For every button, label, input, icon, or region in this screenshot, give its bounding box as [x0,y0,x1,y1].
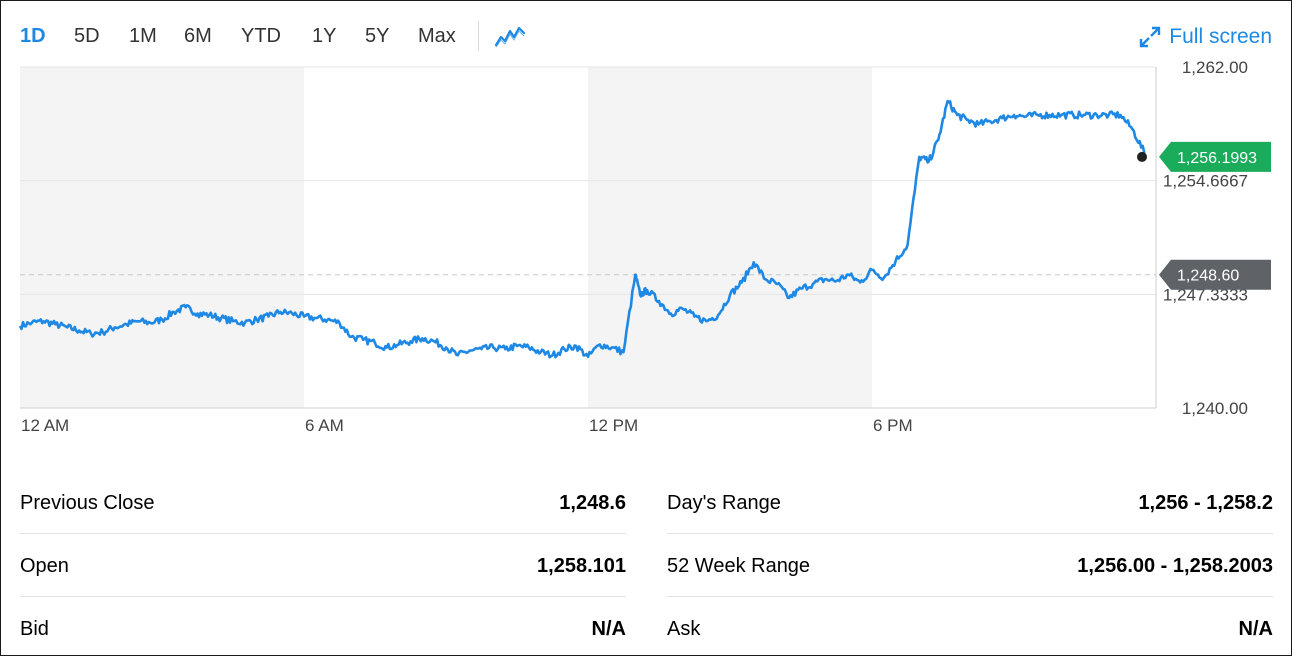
tab-divider [478,21,479,51]
range-tab-ytd[interactable]: YTD [241,25,281,47]
price-chart[interactable]: 1,262.00 1,254.6667 1,247.3333 1,240.00 12 … [1,1,1291,451]
shaded-band [20,67,304,408]
line-chart-icon [494,26,526,48]
stat-row-open: Open 1,258.101 [20,534,626,597]
range-tab-1d[interactable]: 1D [20,25,46,47]
stat-label: Previous Close [20,492,155,514]
range-tab-max[interactable]: Max [418,25,456,47]
stat-value: 1,256 - 1,258.2 [1138,492,1273,514]
current-price-value: 1,256.1993 [1177,150,1257,167]
stat-row-bid: Bid N/A [20,597,626,659]
stat-value: 1,256.00 - 1,258.2003 [1077,555,1273,577]
previous-close-value: 1,248.60 [1177,268,1239,285]
current-price-dot [1137,151,1147,162]
stat-label: Bid [20,618,49,640]
stat-label: Day's Range [667,492,781,514]
shaded-band [588,67,872,408]
y-tick-label: 1,254.6667 [1163,172,1248,191]
chart-type-button[interactable] [494,23,526,49]
price-series-line [18,99,1147,359]
range-tab-5d[interactable]: 5D [74,25,100,47]
previous-close-badge-shape [1159,259,1271,290]
stats-column-left: Previous Close 1,248.6 Open 1,258.101 Bi… [20,471,626,659]
stat-row-ask: Ask N/A [667,597,1273,659]
y-tick-label: 1,247.3333 [1163,285,1248,304]
x-tick-label: 6 PM [873,416,913,435]
y-tick-label: 1,262.00 [1182,58,1248,77]
fullscreen-button[interactable]: Full screen [1139,23,1272,51]
range-tab-1m[interactable]: 1M [129,25,157,47]
x-tick-label: 6 AM [305,416,344,435]
previous-close-badge: 1,248.60 [1159,259,1271,290]
stat-value: N/A [591,618,626,640]
range-tab-6m[interactable]: 6M [184,25,212,47]
x-axis-labels: 12 AM 6 AM 12 PM 6 PM [21,416,913,435]
stat-row-previous-close: Previous Close 1,248.6 [20,471,626,534]
shaded-bands [20,67,872,408]
stat-value: 1,258.101 [537,555,626,577]
stats-column-right: Day's Range 1,256 - 1,258.2 52 Week Rang… [667,471,1273,659]
stat-value: N/A [1238,618,1273,640]
range-tab-5y[interactable]: 5Y [365,25,390,47]
current-price-badge-shape [1159,141,1271,172]
x-tick-label: 12 PM [589,416,638,435]
stat-label: Open [20,555,69,577]
fullscreen-label: Full screen [1169,25,1272,48]
x-tick-label: 12 AM [21,416,69,435]
stat-label: 52 Week Range [667,555,811,577]
y-axis-labels: 1,262.00 1,254.6667 1,247.3333 1,240.00 [1163,58,1248,418]
expand-icon [1140,26,1161,48]
y-tick-label: 1,240.00 [1182,399,1248,418]
stat-value: 1,248.6 [559,492,626,514]
stat-row-52-week-range: 52 Week Range 1,256.00 - 1,258.2003 [667,534,1273,597]
quote-stats: Previous Close 1,248.6 Open 1,258.101 Bi… [20,471,1273,657]
stat-row-days-range: Day's Range 1,256 - 1,258.2 [667,471,1273,534]
stat-label: Ask [667,618,701,640]
range-tab-1y[interactable]: 1Y [312,25,337,47]
current-price-badge: 1,256.1993 [1159,141,1271,172]
grid-lines [20,66,1156,295]
